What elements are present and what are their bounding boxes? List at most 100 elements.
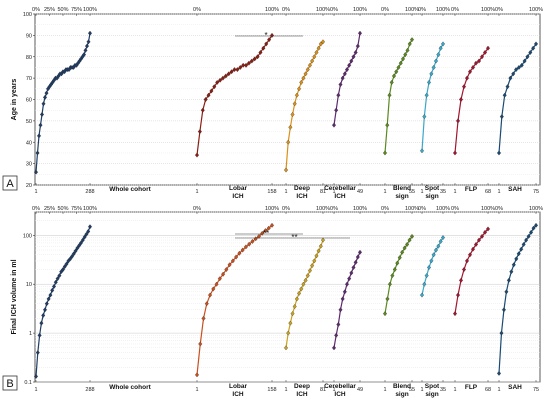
data-point	[531, 225, 536, 231]
data-point	[389, 79, 394, 85]
data-point	[514, 256, 519, 262]
x-start-label: 1	[497, 189, 500, 195]
series-line	[498, 224, 537, 374]
data-point	[48, 292, 53, 298]
pct-tick-label: 100%	[83, 206, 97, 212]
data-point	[217, 276, 222, 282]
data-point	[332, 345, 336, 351]
data-point	[200, 107, 205, 113]
category-label: SAH	[508, 186, 522, 193]
data-point	[395, 260, 400, 266]
data-point	[519, 246, 524, 252]
series-flp	[453, 45, 490, 156]
data-point	[249, 58, 254, 64]
y-tick-label: 100	[23, 233, 32, 239]
data-point	[355, 43, 360, 49]
data-point	[290, 112, 295, 117]
data-point	[73, 248, 78, 254]
data-point	[244, 62, 249, 68]
data-point	[431, 65, 436, 70]
series-spot-sign	[420, 235, 445, 298]
data-point	[342, 289, 347, 295]
x-start-label: 1	[34, 387, 37, 393]
data-point	[338, 307, 343, 313]
data-point	[297, 86, 302, 92]
data-point	[499, 330, 504, 336]
pct-tick-label: 75%	[71, 7, 82, 13]
category-label: Whole cohort	[109, 186, 151, 193]
pct-tick-label: 100%	[481, 7, 495, 13]
data-point	[390, 273, 395, 279]
data-point	[204, 301, 209, 307]
pct-tick-label: 0%	[282, 206, 290, 212]
data-point	[261, 45, 266, 51]
data-point	[234, 254, 239, 260]
data-point	[263, 228, 268, 234]
data-point	[456, 292, 460, 298]
panel-label: A	[6, 178, 14, 190]
data-point	[34, 373, 38, 379]
x-end-label: 75	[533, 189, 539, 195]
data-point	[340, 75, 345, 81]
data-point	[471, 246, 475, 252]
data-point	[44, 90, 49, 96]
data-point	[312, 258, 317, 264]
data-point	[84, 231, 89, 237]
y-tick-label: 100	[23, 12, 32, 18]
data-point	[64, 261, 69, 267]
data-point	[524, 237, 529, 243]
data-point	[212, 84, 217, 90]
data-point	[286, 330, 291, 336]
pct-tick-label: 0%	[32, 7, 40, 13]
data-point	[55, 276, 60, 282]
category-label: FLP	[465, 186, 478, 193]
data-point	[396, 65, 401, 70]
significance-label: **	[291, 233, 297, 242]
data-point	[288, 320, 293, 326]
data-point	[288, 124, 293, 130]
data-point	[321, 237, 325, 243]
data-point	[434, 247, 438, 253]
data-point	[332, 122, 336, 128]
category-label-line1: Deep	[294, 383, 310, 390]
data-point	[203, 97, 208, 102]
x-end-label: 49	[357, 189, 363, 195]
data-point	[75, 245, 80, 251]
x-end-label: 68	[485, 189, 491, 195]
data-point	[286, 139, 291, 145]
category-label-line2: ICH	[334, 193, 346, 200]
data-point	[235, 67, 240, 73]
pct-tick-label: 100%	[265, 7, 279, 13]
data-point	[206, 92, 211, 98]
x-start-label: 1	[195, 387, 198, 393]
data-point	[462, 267, 466, 272]
x-start-label: 1	[453, 189, 456, 195]
data-point	[301, 281, 306, 287]
y-tick-label: 50	[26, 119, 32, 125]
series-whole-cohort	[34, 224, 92, 379]
data-point	[195, 152, 199, 158]
category-label-line1: Spot	[425, 383, 440, 390]
data-point	[340, 296, 345, 302]
pct-tick-label: 0%	[330, 206, 338, 212]
data-point	[214, 281, 219, 287]
data-point	[35, 150, 40, 156]
data-point	[34, 169, 38, 175]
data-point	[349, 58, 354, 64]
data-point	[318, 243, 323, 249]
data-point	[462, 84, 466, 90]
data-point	[224, 267, 229, 272]
data-point	[314, 50, 319, 55]
series-cerebellar-ich	[332, 249, 362, 351]
data-point	[403, 52, 408, 58]
data-point	[247, 241, 252, 247]
pct-tick-label: 100%	[529, 7, 543, 13]
data-point	[250, 238, 255, 244]
gridlines	[35, 13, 540, 186]
data-point	[383, 150, 387, 156]
data-point	[519, 62, 524, 68]
data-point	[238, 65, 243, 70]
data-point	[516, 65, 521, 70]
x-end-label: 68	[485, 387, 491, 393]
pct-tick-label: 25%	[44, 7, 55, 13]
